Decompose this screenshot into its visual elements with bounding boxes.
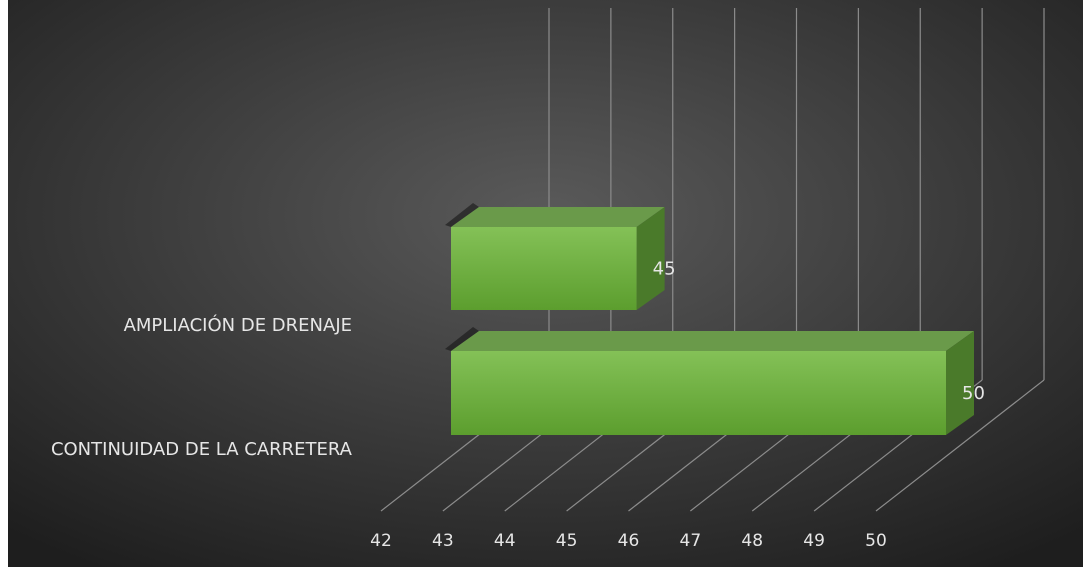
- x-tick-label: 43: [432, 531, 454, 551]
- labels: 42 43 44 45 46 47 48 49 50 45 AMPLIACIÓN DE DRENAJ…: [51, 259, 985, 552]
- x-tick-label: 44: [494, 531, 516, 551]
- x-tick-label: 45: [556, 531, 578, 551]
- x-tick-label: 50: [865, 531, 887, 551]
- gridline-floor: [875, 379, 1045, 512]
- x-tick-label: 47: [680, 531, 702, 551]
- bar: [451, 351, 946, 435]
- bar-side-face: [636, 207, 665, 310]
- x-tick-label: 49: [803, 531, 825, 551]
- bar-top-face: [451, 207, 665, 227]
- category-label: AMPLIACIÓN DE DRENAJE: [124, 314, 352, 336]
- bar-value-label: 45: [653, 259, 676, 280]
- bar-shadow: [445, 203, 479, 227]
- bar-value-label: 50: [962, 383, 985, 404]
- x-tick-label: 46: [618, 531, 640, 551]
- bar: [451, 227, 637, 310]
- x-tick-label: 42: [370, 531, 392, 551]
- bar-shadow: [445, 327, 479, 351]
- bar-side-face: [946, 331, 974, 435]
- bar-top-face: [451, 331, 974, 351]
- x-tick-label: 48: [741, 531, 763, 551]
- category-label: CONTINUIDAD DE LA CARRETERA: [51, 439, 353, 460]
- bars: [445, 203, 974, 435]
